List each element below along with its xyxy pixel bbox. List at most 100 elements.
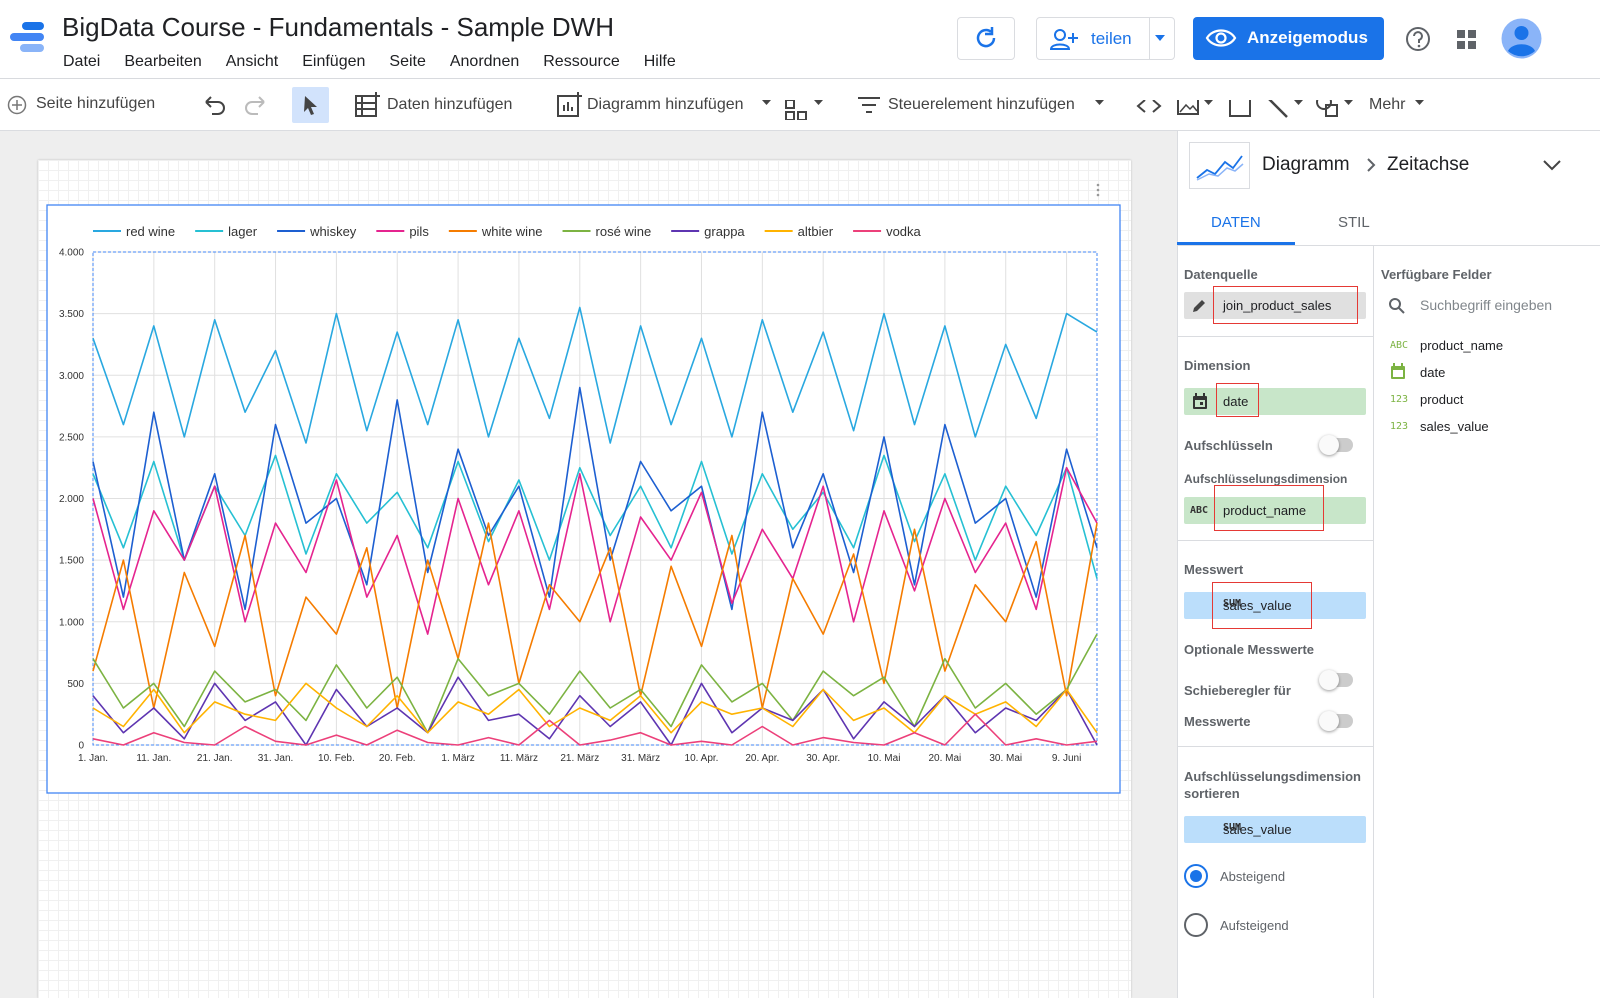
- x-tick-label: 1. Jan.: [78, 753, 108, 764]
- add-page[interactable]: Seite hinzufügen: [36, 95, 156, 112]
- breadcrumb: Zeitachse: [1387, 154, 1470, 175]
- legend-label: lager: [228, 224, 258, 239]
- section-label: Datenquelle: [1184, 267, 1258, 282]
- section-label: Optionale Messwerte: [1184, 642, 1315, 657]
- metric[interactable]: sales_value: [1223, 598, 1292, 613]
- aggregation: SUM: [1223, 598, 1242, 609]
- y-tick-label: 500: [67, 679, 84, 690]
- x-tick-label: 11. Jan.: [136, 753, 171, 764]
- sort-chip[interactable]: SUM sales_value: [1184, 816, 1366, 843]
- time-series-chart[interactable]: 0 500 1.000 1.500 2.000 2.500 3.000 3.500 4.000 1…: [38, 160, 1131, 998]
- search-field[interactable]: Suchbegriff eingeben: [1420, 297, 1553, 313]
- y-tick-label: 3.500: [59, 309, 84, 320]
- radio-label[interactable]: Absteigend: [1220, 869, 1286, 884]
- section-label: sortieren: [1184, 786, 1240, 801]
- menu-item[interactable]: Bearbeiten: [124, 53, 202, 70]
- field[interactable]: date: [1420, 365, 1446, 380]
- y-tick-label: 2.500: [59, 432, 84, 443]
- breadcrumb: Diagramm: [1262, 154, 1350, 175]
- properties-panel: [1177, 131, 1600, 998]
- metric-chip[interactable]: SUM sales_value: [1184, 592, 1366, 619]
- legend-label: pils: [409, 224, 429, 239]
- y-tick-label: 3.000: [59, 371, 84, 382]
- menu-item[interactable]: Datei: [63, 53, 101, 70]
- section-label: Aufschlüsselungsdimension: [1184, 472, 1348, 486]
- tab[interactable]: STIL: [1338, 214, 1370, 231]
- menu-item[interactable]: Ressource: [543, 53, 620, 70]
- apps-icon[interactable]: [1456, 29, 1478, 51]
- field[interactable]: product: [1420, 392, 1464, 407]
- series-line: [92, 522, 1098, 709]
- legend-label: grappa: [704, 224, 745, 239]
- view-mode-button[interactable]: Anzeigemodus: [1193, 17, 1384, 60]
- field[interactable]: product_name: [1420, 338, 1504, 353]
- share-label[interactable]: teilen: [1091, 29, 1132, 48]
- x-tick-label: 30. Mai: [989, 753, 1022, 764]
- legend-label: red wine: [126, 224, 175, 239]
- x-tick-label: 10. Feb.: [318, 753, 355, 764]
- toggle[interactable]: [1319, 711, 1353, 731]
- menu-item[interactable]: Anordnen: [449, 53, 520, 70]
- y-tick-label: 0: [78, 741, 84, 752]
- sort-field[interactable]: sales_value: [1223, 822, 1292, 837]
- legend-label: white wine: [481, 224, 543, 239]
- data-source-chip[interactable]: join_product_sales: [1184, 292, 1366, 319]
- x-tick-label: 10. Apr.: [685, 753, 719, 764]
- type-tag: ABC: [1390, 340, 1409, 351]
- logo[interactable]: [8, 20, 48, 54]
- section-label: Verfügbare Felder: [1381, 267, 1492, 282]
- collapse-icon[interactable]: [1542, 158, 1562, 172]
- select-tool[interactable]: [292, 87, 329, 123]
- share-button[interactable]: teilen: [1036, 17, 1175, 60]
- field[interactable]: sales_value: [1420, 419, 1489, 434]
- aggregation: SUM: [1223, 822, 1242, 833]
- tab-active[interactable]: DATEN: [1211, 214, 1261, 231]
- more-menu[interactable]: Mehr: [1369, 96, 1406, 113]
- view-mode-label[interactable]: Anzeigemodus: [1247, 28, 1368, 47]
- toggle[interactable]: [1319, 670, 1353, 690]
- undo-redo[interactable]: [200, 92, 270, 118]
- breakdown[interactable]: product_name: [1223, 503, 1307, 518]
- x-tick-label: 21. März: [560, 753, 599, 764]
- help-icon[interactable]: [1404, 25, 1432, 53]
- y-tick-label: 4.000: [59, 248, 84, 259]
- y-tick-label: 2.000: [59, 494, 84, 505]
- x-tick-label: 11. März: [500, 753, 538, 764]
- y-tick-label: 1.500: [59, 556, 84, 567]
- series-line: [92, 466, 1098, 635]
- series-line: [92, 633, 1098, 734]
- x-tick-label: 20. Mai: [928, 753, 961, 764]
- menu-item[interactable]: Seite: [389, 53, 426, 70]
- type-tag: 123: [1390, 394, 1409, 405]
- menu-item[interactable]: Einfügen: [302, 53, 366, 70]
- add-data[interactable]: Daten hinzufügen: [387, 96, 513, 113]
- add-chart[interactable]: Diagramm hinzufügen: [587, 96, 744, 113]
- toolbar: [0, 79, 1600, 131]
- type-tag: 123: [1390, 421, 1409, 432]
- dimension-chip[interactable]: date: [1184, 388, 1366, 415]
- series-line: [92, 386, 1098, 611]
- dimension[interactable]: date: [1223, 394, 1249, 409]
- x-tick-label: 31. März: [621, 753, 660, 764]
- report-title[interactable]: BigData Course - Fundamentals - Sample D…: [62, 12, 614, 42]
- x-tick-label: 9. Juni: [1052, 753, 1081, 764]
- menu-item[interactable]: Ansicht: [225, 53, 279, 70]
- legend-label: altbier: [798, 224, 834, 239]
- series-line: [92, 682, 1098, 734]
- y-tick-label: 1.000: [59, 617, 84, 628]
- data-source[interactable]: join_product_sales: [1223, 298, 1332, 313]
- x-tick-label: 30. Apr.: [806, 753, 840, 764]
- type-tag: ABC: [1190, 505, 1209, 516]
- chart-type-icon[interactable]: [1189, 142, 1250, 189]
- x-tick-label: 1. März: [441, 753, 474, 764]
- menu-item[interactable]: Hilfe: [643, 53, 676, 70]
- add-control[interactable]: Steuerelement hinzufügen: [888, 96, 1075, 113]
- series-line: [92, 306, 1098, 444]
- toggle[interactable]: [1319, 435, 1353, 455]
- menu-bar: Datei Bearbeiten Ansicht Einfügen Seite …: [63, 53, 676, 71]
- refresh-button[interactable]: [957, 17, 1015, 60]
- avatar[interactable]: [1501, 18, 1542, 59]
- radio-label[interactable]: Aufsteigend: [1220, 918, 1289, 933]
- legend-label: vodka: [886, 224, 921, 239]
